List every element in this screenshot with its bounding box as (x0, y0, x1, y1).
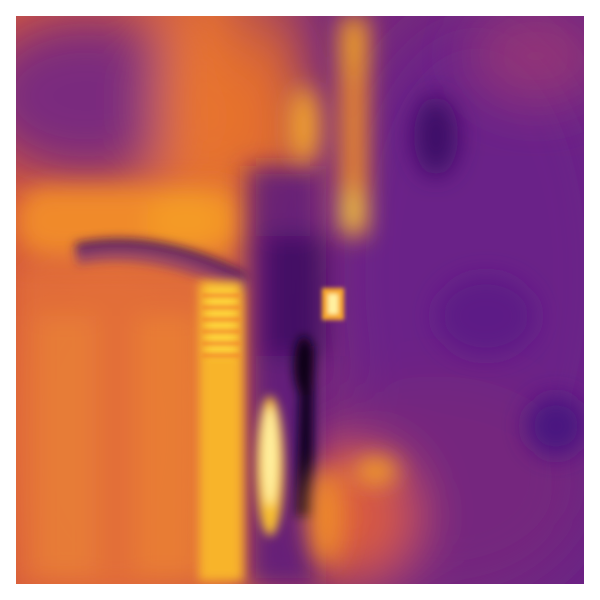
top-column (290, 16, 368, 236)
heatmap-image (16, 16, 584, 584)
bright-square (322, 288, 344, 320)
black-streak (294, 336, 314, 516)
top-right-haze (466, 16, 584, 106)
striped-column (199, 281, 243, 581)
dark-streak (74, 238, 251, 296)
yellow-column (256, 396, 284, 536)
heatmap-canvas (16, 16, 584, 584)
lower-orange (308, 457, 398, 566)
right-dark-blobs (414, 96, 584, 456)
